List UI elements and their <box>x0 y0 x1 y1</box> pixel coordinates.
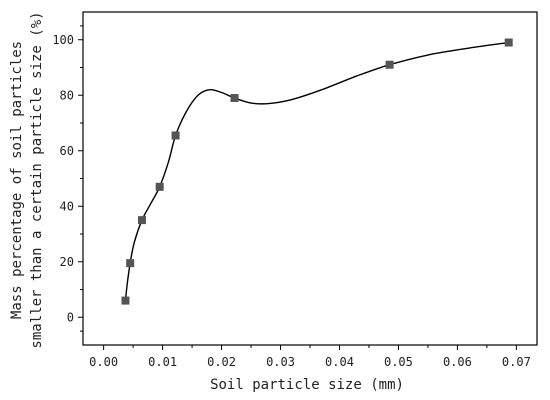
y-axis-title-line1: Mass percentage of soil particles <box>9 41 25 319</box>
x-tick-label: 0.01 <box>148 355 177 369</box>
y-tick-label: 20 <box>60 255 74 269</box>
data-point <box>121 296 130 305</box>
data-point <box>171 131 180 140</box>
x-tick-label: 0.06 <box>443 355 472 369</box>
y-tick-label: 40 <box>60 199 74 213</box>
data-point <box>230 94 239 103</box>
data-point <box>137 216 146 225</box>
data-point <box>155 182 164 191</box>
data-point <box>504 38 513 47</box>
y-tick-label: 100 <box>52 33 74 47</box>
plot-frame <box>82 11 538 346</box>
axis-titles: Soil particle size (mm) Mass percentage … <box>9 11 404 393</box>
plot-border <box>82 11 538 346</box>
data-point <box>385 60 394 69</box>
y-tick-label: 0 <box>67 310 74 324</box>
x-axis-title: Soil particle size (mm) <box>210 377 404 393</box>
smooth-curve <box>124 41 509 301</box>
y-tick-label: 60 <box>60 144 74 158</box>
data-markers <box>121 38 513 305</box>
y-axis-title-line2: smaller than a certain particle size (%) <box>29 11 45 348</box>
x-tick-label: 0.02 <box>207 355 236 369</box>
curve-line <box>124 41 509 301</box>
x-tick-label: 0.04 <box>325 355 354 369</box>
x-tick-label: 0.05 <box>384 355 413 369</box>
x-tick-label: 0.07 <box>502 355 531 369</box>
x-tick-label: 0.00 <box>89 355 118 369</box>
axes: 0.00 0.01 0.02 0.03 0.04 0.05 0.06 0.07 0 20 40 60 8… <box>52 25 531 369</box>
x-tick-label: 0.03 <box>266 355 295 369</box>
y-tick-label: 80 <box>60 88 74 102</box>
data-point <box>126 259 135 268</box>
